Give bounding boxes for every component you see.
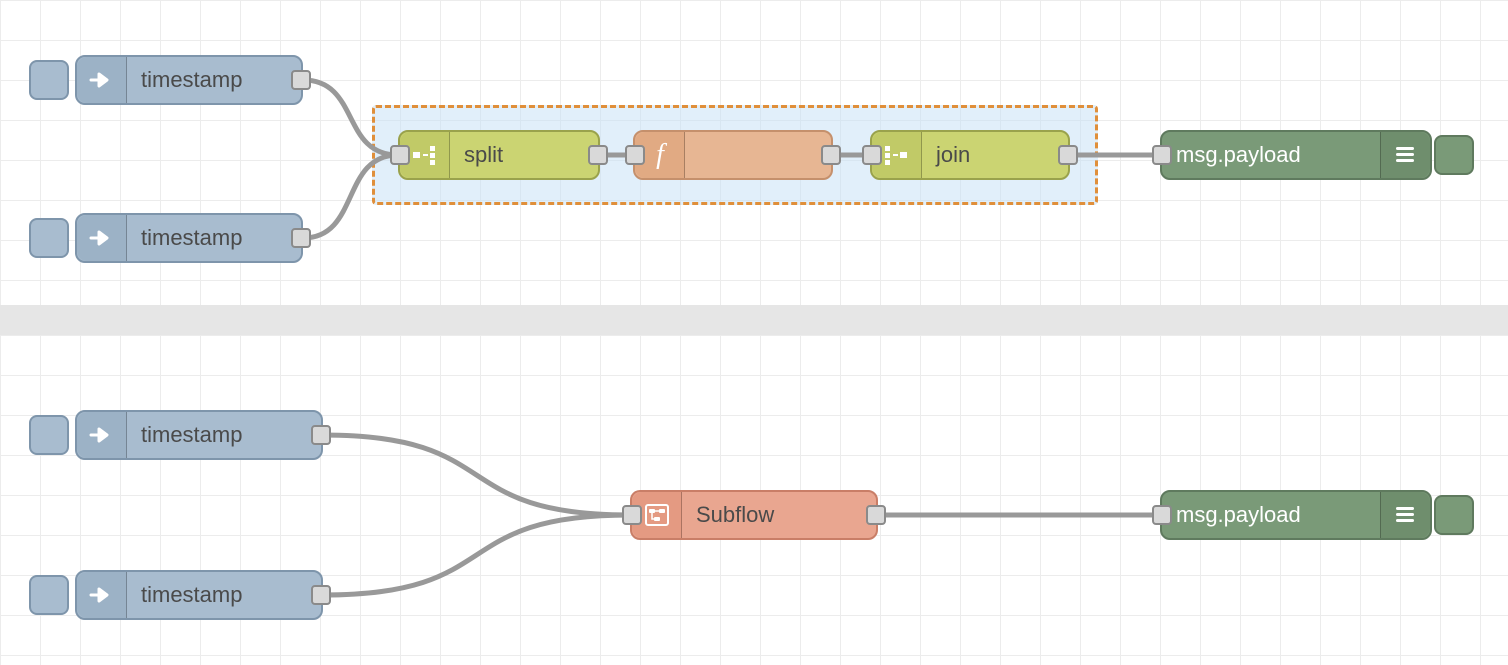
input-port[interactable] (625, 145, 645, 165)
input-port[interactable] (1152, 505, 1172, 525)
debug-node[interactable]: msg.payload (1160, 130, 1432, 180)
flow-canvas[interactable]: timestamp timestamp split join msg.payload ti… (0, 0, 1508, 665)
node-label: timestamp (127, 57, 301, 103)
inject-node[interactable]: timestamp (75, 570, 323, 620)
inject-node[interactable]: timestamp (75, 55, 303, 105)
inject-trigger-button[interactable] (29, 218, 69, 258)
canvas-divider (0, 305, 1508, 335)
subflow-node[interactable]: Subflow (630, 490, 878, 540)
node-label: timestamp (127, 412, 321, 458)
node-label (685, 132, 831, 178)
node-label: split (450, 132, 598, 178)
debug-toggle-button[interactable] (1434, 495, 1474, 535)
arrow-right-icon (77, 412, 127, 458)
node-label: msg.payload (1162, 132, 1380, 178)
debug-icon (1380, 132, 1430, 178)
node-label: Subflow (682, 492, 876, 538)
node-label: join (922, 132, 1068, 178)
inject-trigger-button[interactable] (29, 60, 69, 100)
arrow-right-icon (77, 57, 127, 103)
inject-node[interactable]: timestamp (75, 213, 303, 263)
node-label: msg.payload (1162, 492, 1380, 538)
split-node[interactable]: split (398, 130, 600, 180)
input-port[interactable] (622, 505, 642, 525)
split-node[interactable]: join (870, 130, 1070, 180)
output-port[interactable] (311, 425, 331, 445)
input-port[interactable] (1152, 145, 1172, 165)
debug-node[interactable]: msg.payload (1160, 490, 1432, 540)
input-port[interactable] (390, 145, 410, 165)
arrow-right-icon (77, 215, 127, 261)
output-port[interactable] (311, 585, 331, 605)
output-port[interactable] (866, 505, 886, 525)
output-port[interactable] (291, 228, 311, 248)
inject-trigger-button[interactable] (29, 415, 69, 455)
output-port[interactable] (821, 145, 841, 165)
debug-icon (1380, 492, 1430, 538)
debug-toggle-button[interactable] (1434, 135, 1474, 175)
arrow-right-icon (77, 572, 127, 618)
inject-trigger-button[interactable] (29, 575, 69, 615)
output-port[interactable] (291, 70, 311, 90)
function-node[interactable] (633, 130, 833, 180)
input-port[interactable] (862, 145, 882, 165)
output-port[interactable] (1058, 145, 1078, 165)
output-port[interactable] (588, 145, 608, 165)
node-label: timestamp (127, 215, 301, 261)
node-label: timestamp (127, 572, 321, 618)
inject-node[interactable]: timestamp (75, 410, 323, 460)
